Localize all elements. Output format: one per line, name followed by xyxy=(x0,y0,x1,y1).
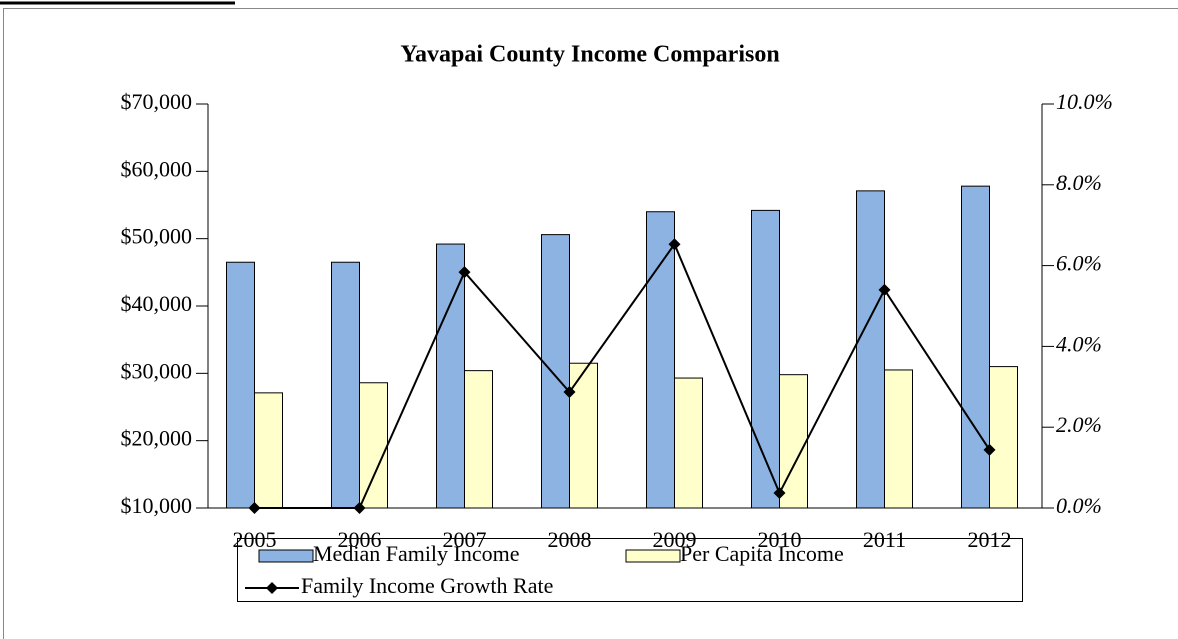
bar xyxy=(436,243,465,509)
growth-marker xyxy=(668,238,681,251)
bar xyxy=(464,370,493,509)
y-tick-label: $70,000 xyxy=(121,89,193,114)
legend-label: Median Family Income xyxy=(313,541,520,566)
bar xyxy=(254,392,283,509)
growth-marker xyxy=(353,502,366,514)
bar xyxy=(751,209,780,509)
bar xyxy=(884,369,913,509)
y2-tick-label: 8.0% xyxy=(1056,170,1102,195)
bar xyxy=(646,211,675,509)
bar xyxy=(569,362,598,509)
x-tick-label: 2009 xyxy=(653,527,697,552)
y2-tick-label: 4.0% xyxy=(1056,331,1102,356)
legend-swatch xyxy=(625,549,681,563)
y2-tick-label: 2.0% xyxy=(1056,412,1102,437)
bar xyxy=(541,234,570,509)
y-tick-label: $40,000 xyxy=(121,291,193,316)
legend-box xyxy=(237,538,1023,602)
x-tick-label: 2006 xyxy=(338,527,382,552)
y2-tick-label: 6.0% xyxy=(1056,251,1102,276)
bar xyxy=(226,261,255,509)
chart-title: Yavapai County Income Comparison xyxy=(400,42,779,68)
y-tick-label: $30,000 xyxy=(121,358,193,383)
chart-frame xyxy=(3,8,1178,639)
growth-marker xyxy=(563,386,576,399)
growth-marker xyxy=(878,283,891,296)
y-tick-label: $20,000 xyxy=(121,426,193,451)
growth-line xyxy=(254,242,991,509)
growth-marker xyxy=(248,502,261,514)
bar xyxy=(856,190,885,509)
legend-marker xyxy=(266,582,278,594)
y-tick-label: $50,000 xyxy=(121,224,193,249)
legend-label: Family Income Growth Rate xyxy=(301,573,553,598)
x-tick-label: 2007 xyxy=(443,527,487,552)
bar xyxy=(359,382,388,509)
growth-marker xyxy=(458,266,471,279)
legend-label: Per Capita Income xyxy=(680,541,844,566)
y-tick-label: $60,000 xyxy=(121,156,193,181)
x-tick-label: 2008 xyxy=(548,527,592,552)
bar xyxy=(779,374,808,509)
growth-marker xyxy=(983,443,996,456)
x-tick-label: 2010 xyxy=(758,527,802,552)
x-tick-label: 2011 xyxy=(863,527,906,552)
bar xyxy=(961,185,990,509)
bar xyxy=(331,261,360,509)
x-tick-label: 2012 xyxy=(968,527,1012,552)
bar xyxy=(674,377,703,509)
legend-swatch xyxy=(258,549,314,563)
y2-tick-label: 0.0% xyxy=(1056,493,1102,518)
y2-tick-label: 10.0% xyxy=(1056,89,1113,114)
bar xyxy=(989,366,1018,509)
x-tick-label: 2005 xyxy=(233,527,277,552)
growth-marker xyxy=(773,487,786,500)
y-tick-label: $10,000 xyxy=(121,493,193,518)
